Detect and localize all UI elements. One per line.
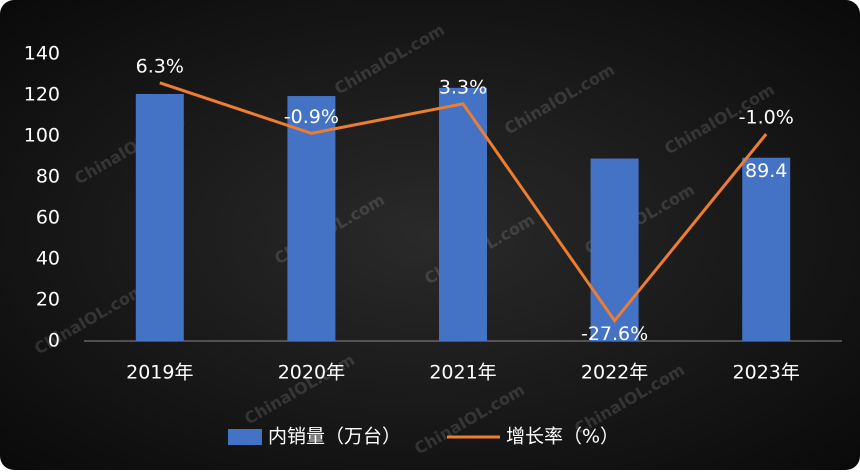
y-tick-label: 100 [24, 125, 60, 147]
y-tick-label: 0 [48, 330, 60, 352]
x-tick-label: 2022年 [581, 362, 648, 384]
line-value-label: 3.3% [439, 76, 487, 98]
legend-label: 增长率（%） [506, 426, 619, 448]
line-value-label: 6.3% [136, 55, 184, 77]
bar [742, 157, 791, 341]
x-tick-label: 2020年 [278, 362, 345, 384]
line-value-label: -1.0% [739, 106, 794, 128]
line-value-label: -0.9% [284, 106, 339, 128]
y-tick-label: 120 [24, 84, 60, 106]
y-tick-label: 80 [36, 166, 60, 188]
x-tick-label: 2021年 [429, 362, 496, 384]
y-tick-label: 140 [24, 43, 60, 65]
bar [439, 87, 487, 341]
bar [590, 158, 639, 341]
bar [135, 93, 184, 341]
x-tick-label: 2019年 [126, 362, 193, 384]
bar-value-label: 89.4 [745, 160, 787, 182]
line-value-label: -27.6% [581, 323, 648, 345]
y-tick-label: 40 [36, 248, 60, 270]
growth-line [159, 81, 768, 324]
legend-swatch [228, 429, 262, 445]
legend-label: 内销量（万台） [268, 426, 401, 448]
x-tick-label: 2023年 [733, 362, 800, 384]
bar [287, 96, 336, 342]
y-tick-label: 20 [36, 289, 60, 311]
y-tick-label: 60 [36, 207, 60, 229]
